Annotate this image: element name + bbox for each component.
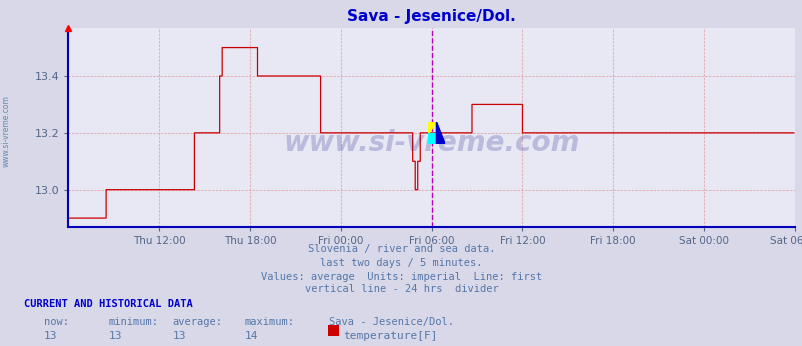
Text: Values: average  Units: imperial  Line: first: Values: average Units: imperial Line: fi…: [261, 272, 541, 282]
Polygon shape: [427, 133, 436, 144]
Text: now:: now:: [44, 317, 69, 327]
Text: Slovenia / river and sea data.: Slovenia / river and sea data.: [307, 244, 495, 254]
Text: CURRENT AND HISTORICAL DATA: CURRENT AND HISTORICAL DATA: [24, 299, 192, 309]
Text: 13: 13: [108, 331, 122, 342]
Text: 13: 13: [44, 331, 58, 342]
Text: maximum:: maximum:: [245, 317, 294, 327]
Text: minimum:: minimum:: [108, 317, 158, 327]
Text: 13: 13: [172, 331, 186, 342]
Text: www.si-vreme.com: www.si-vreme.com: [283, 129, 579, 157]
Text: www.si-vreme.com: www.si-vreme.com: [2, 95, 11, 167]
Text: last two days / 5 minutes.: last two days / 5 minutes.: [320, 258, 482, 268]
Text: temperature[F]: temperature[F]: [343, 331, 438, 342]
Text: Sava - Jesenice/Dol.: Sava - Jesenice/Dol.: [329, 317, 454, 327]
Title: Sava - Jesenice/Dol.: Sava - Jesenice/Dol.: [346, 9, 516, 24]
Polygon shape: [436, 121, 444, 144]
Polygon shape: [427, 121, 436, 133]
Text: 14: 14: [245, 331, 258, 342]
Text: vertical line - 24 hrs  divider: vertical line - 24 hrs divider: [304, 284, 498, 294]
Text: average:: average:: [172, 317, 222, 327]
